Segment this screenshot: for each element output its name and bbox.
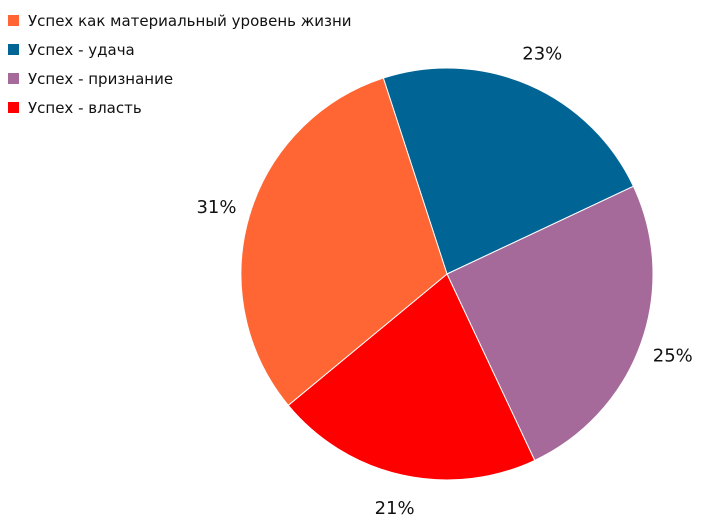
chart-legend: Успех как материальный уровень жизни Усп… xyxy=(8,6,352,122)
legend-item-power: Успех - власть xyxy=(8,93,352,122)
pie-data-label-0: 23% xyxy=(522,44,562,65)
legend-swatch-material xyxy=(8,15,19,26)
legend-label-luck: Успех - удача xyxy=(28,40,135,59)
legend-swatch-luck xyxy=(8,44,19,55)
legend-item-recognition: Успех - признание xyxy=(8,64,352,93)
pie-data-label-1: 25% xyxy=(653,345,693,366)
legend-swatch-power xyxy=(8,102,19,113)
pie-slice-3 xyxy=(240,77,448,407)
legend-swatch-recognition xyxy=(8,73,19,84)
pie-slice-0 xyxy=(382,67,635,275)
legend-label-material: Успех как материальный уровень жизни xyxy=(28,11,352,30)
legend-item-material: Успех как материальный уровень жизни xyxy=(8,6,352,35)
pie-slice-1 xyxy=(446,185,654,462)
pie-data-label-2: 21% xyxy=(375,498,415,519)
pie-data-label-3: 31% xyxy=(196,197,236,218)
legend-item-luck: Успех - удача xyxy=(8,35,352,64)
legend-label-power: Успех - власть xyxy=(28,98,142,117)
pie-slice-2 xyxy=(287,273,536,481)
legend-label-recognition: Успех - признание xyxy=(28,69,174,88)
